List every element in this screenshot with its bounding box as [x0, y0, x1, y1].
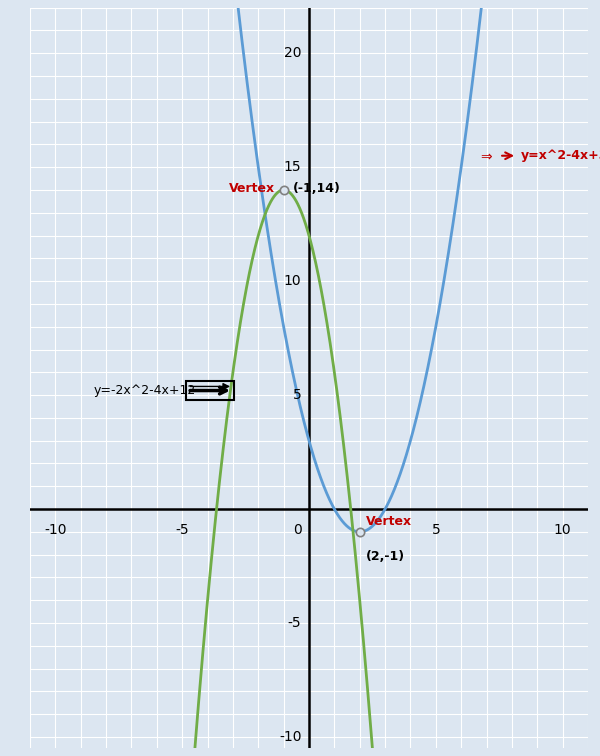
Text: 15: 15 — [284, 160, 301, 174]
Text: Vertex: Vertex — [229, 182, 275, 195]
Text: 20: 20 — [284, 46, 301, 60]
Text: 5: 5 — [293, 388, 301, 402]
Text: $\Rightarrow$: $\Rightarrow$ — [478, 149, 494, 163]
Text: -5: -5 — [288, 616, 301, 630]
Text: y=x^2-4x+3: y=x^2-4x+3 — [521, 149, 600, 163]
Text: (2,-1): (2,-1) — [366, 550, 405, 563]
Text: -5: -5 — [175, 522, 189, 537]
Text: 10: 10 — [554, 522, 571, 537]
Text: Vertex: Vertex — [366, 516, 412, 528]
Text: (-1,14): (-1,14) — [293, 182, 340, 195]
Text: y=-2x^2-4x+12: y=-2x^2-4x+12 — [94, 384, 196, 397]
Text: -10: -10 — [279, 730, 301, 744]
Text: 5: 5 — [431, 522, 440, 537]
Text: 10: 10 — [284, 274, 301, 288]
Text: 0: 0 — [293, 522, 301, 537]
Text: -10: -10 — [44, 522, 67, 537]
